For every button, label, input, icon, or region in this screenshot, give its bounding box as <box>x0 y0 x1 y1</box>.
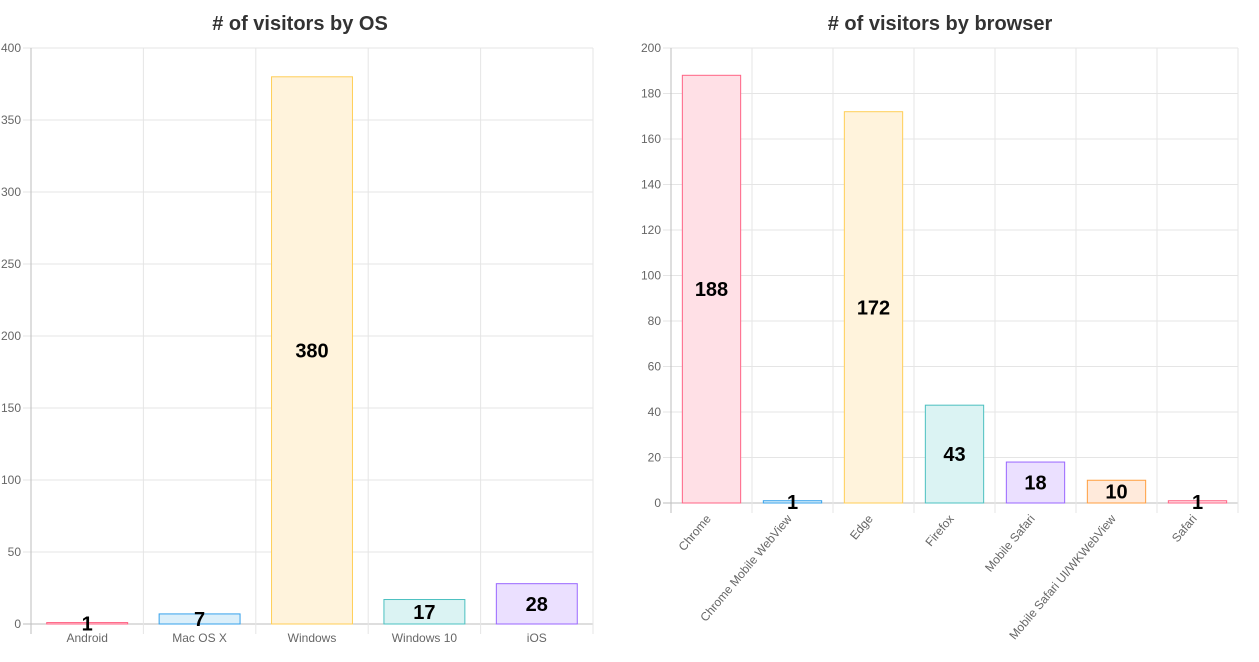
os-bar-android[interactable] <box>46 622 129 625</box>
browser-y-tick-label: 140 <box>641 178 661 192</box>
browser-data-label: 188 <box>695 279 728 301</box>
browser-chart-svg: # of visitors by browser 020406080100120… <box>641 13 1239 642</box>
os-chart: # of visitors by OS 0 50 100 150 200 250 300 35… <box>0 0 620 662</box>
browser-chart-title: # of visitors by browser <box>828 13 1053 35</box>
os-chart-svg: # of visitors by OS 0 50 100 150 200 250 300 35… <box>1 13 594 645</box>
os-x-tick-label: Windows 10 <box>392 631 458 645</box>
browser-data-label: 10 <box>1105 482 1127 504</box>
os-y-tick-label: 200 <box>1 329 21 343</box>
browser-x-tick-label: Edge <box>847 512 876 543</box>
browser-data-label: 18 <box>1024 473 1046 495</box>
browser-y-tick-label: 200 <box>641 41 661 55</box>
os-data-label: 1 <box>82 613 93 635</box>
os-chart-title: # of visitors by OS <box>212 13 388 35</box>
browser-bar-edge[interactable] <box>843 111 904 504</box>
browser-bar-chrome-mobile-webview[interactable] <box>762 500 823 504</box>
browser-y-tick-label: 180 <box>641 87 661 101</box>
browser-y-tick-label: 40 <box>648 405 662 419</box>
os-bar-mac-os-x[interactable] <box>158 613 241 625</box>
os-bar-windows-10[interactable] <box>383 599 466 625</box>
browser-chart: # of visitors by browser 0 20 40 60 80 100 120… <box>620 0 1259 662</box>
os-data-label: 28 <box>526 594 548 616</box>
os-y-tick-label: 100 <box>1 473 21 487</box>
os-y-tick-label: 300 <box>1 185 21 199</box>
browser-data-label: 1 <box>787 492 798 514</box>
browser-bar-firefox[interactable] <box>924 404 985 504</box>
browser-y-tick-label: 100 <box>641 269 661 283</box>
browser-x-tick-label: Firefox <box>922 512 956 549</box>
browser-y-tick-label: 120 <box>641 223 661 237</box>
browser-x-tick-label: Chrome <box>676 512 714 554</box>
os-y-tick-label: 250 <box>1 257 21 271</box>
os-x-tick-label: Mac OS X <box>172 631 227 645</box>
browser-data-label: 43 <box>943 444 965 466</box>
os-data-label: 380 <box>295 340 328 362</box>
os-y-tick-label: 0 <box>14 617 21 631</box>
os-data-label: 7 <box>194 609 205 631</box>
os-x-tick-label: Windows <box>288 631 337 645</box>
browser-data-label: 1 <box>1192 492 1203 514</box>
browser-bar-mobile-safari[interactable] <box>1005 461 1066 504</box>
os-y-tick-label: 400 <box>1 41 21 55</box>
browser-bar-chrome[interactable] <box>681 74 742 504</box>
browser-y-tick-label: 60 <box>648 360 662 374</box>
browser-x-tick-label: Safari <box>1169 512 1200 545</box>
browser-x-tick-label: Chrome Mobile WebView <box>697 512 795 625</box>
browser-y-tick-label: 20 <box>648 451 662 465</box>
browser-y-tick-label: 160 <box>641 132 661 146</box>
browser-bar-safari[interactable] <box>1167 500 1228 504</box>
os-y-tick-label: 150 <box>1 401 21 415</box>
browser-y-tick-label: 0 <box>654 496 661 510</box>
browser-x-tick-label: Mobile Safari <box>982 512 1038 575</box>
os-bar-windows[interactable] <box>271 76 353 625</box>
os-x-tick-label: Android <box>67 631 108 645</box>
os-bar-ios[interactable] <box>495 583 578 625</box>
os-y-tick-label: 50 <box>8 545 22 559</box>
browser-y-tick-label: 80 <box>648 314 662 328</box>
os-x-tick-label: iOS <box>527 631 547 645</box>
os-y-tick-label: 350 <box>1 113 21 127</box>
browser-bar-mobile-safari-ui-wkwebview[interactable] <box>1086 479 1147 504</box>
os-data-label: 17 <box>413 602 435 624</box>
browser-data-label: 172 <box>857 297 890 319</box>
